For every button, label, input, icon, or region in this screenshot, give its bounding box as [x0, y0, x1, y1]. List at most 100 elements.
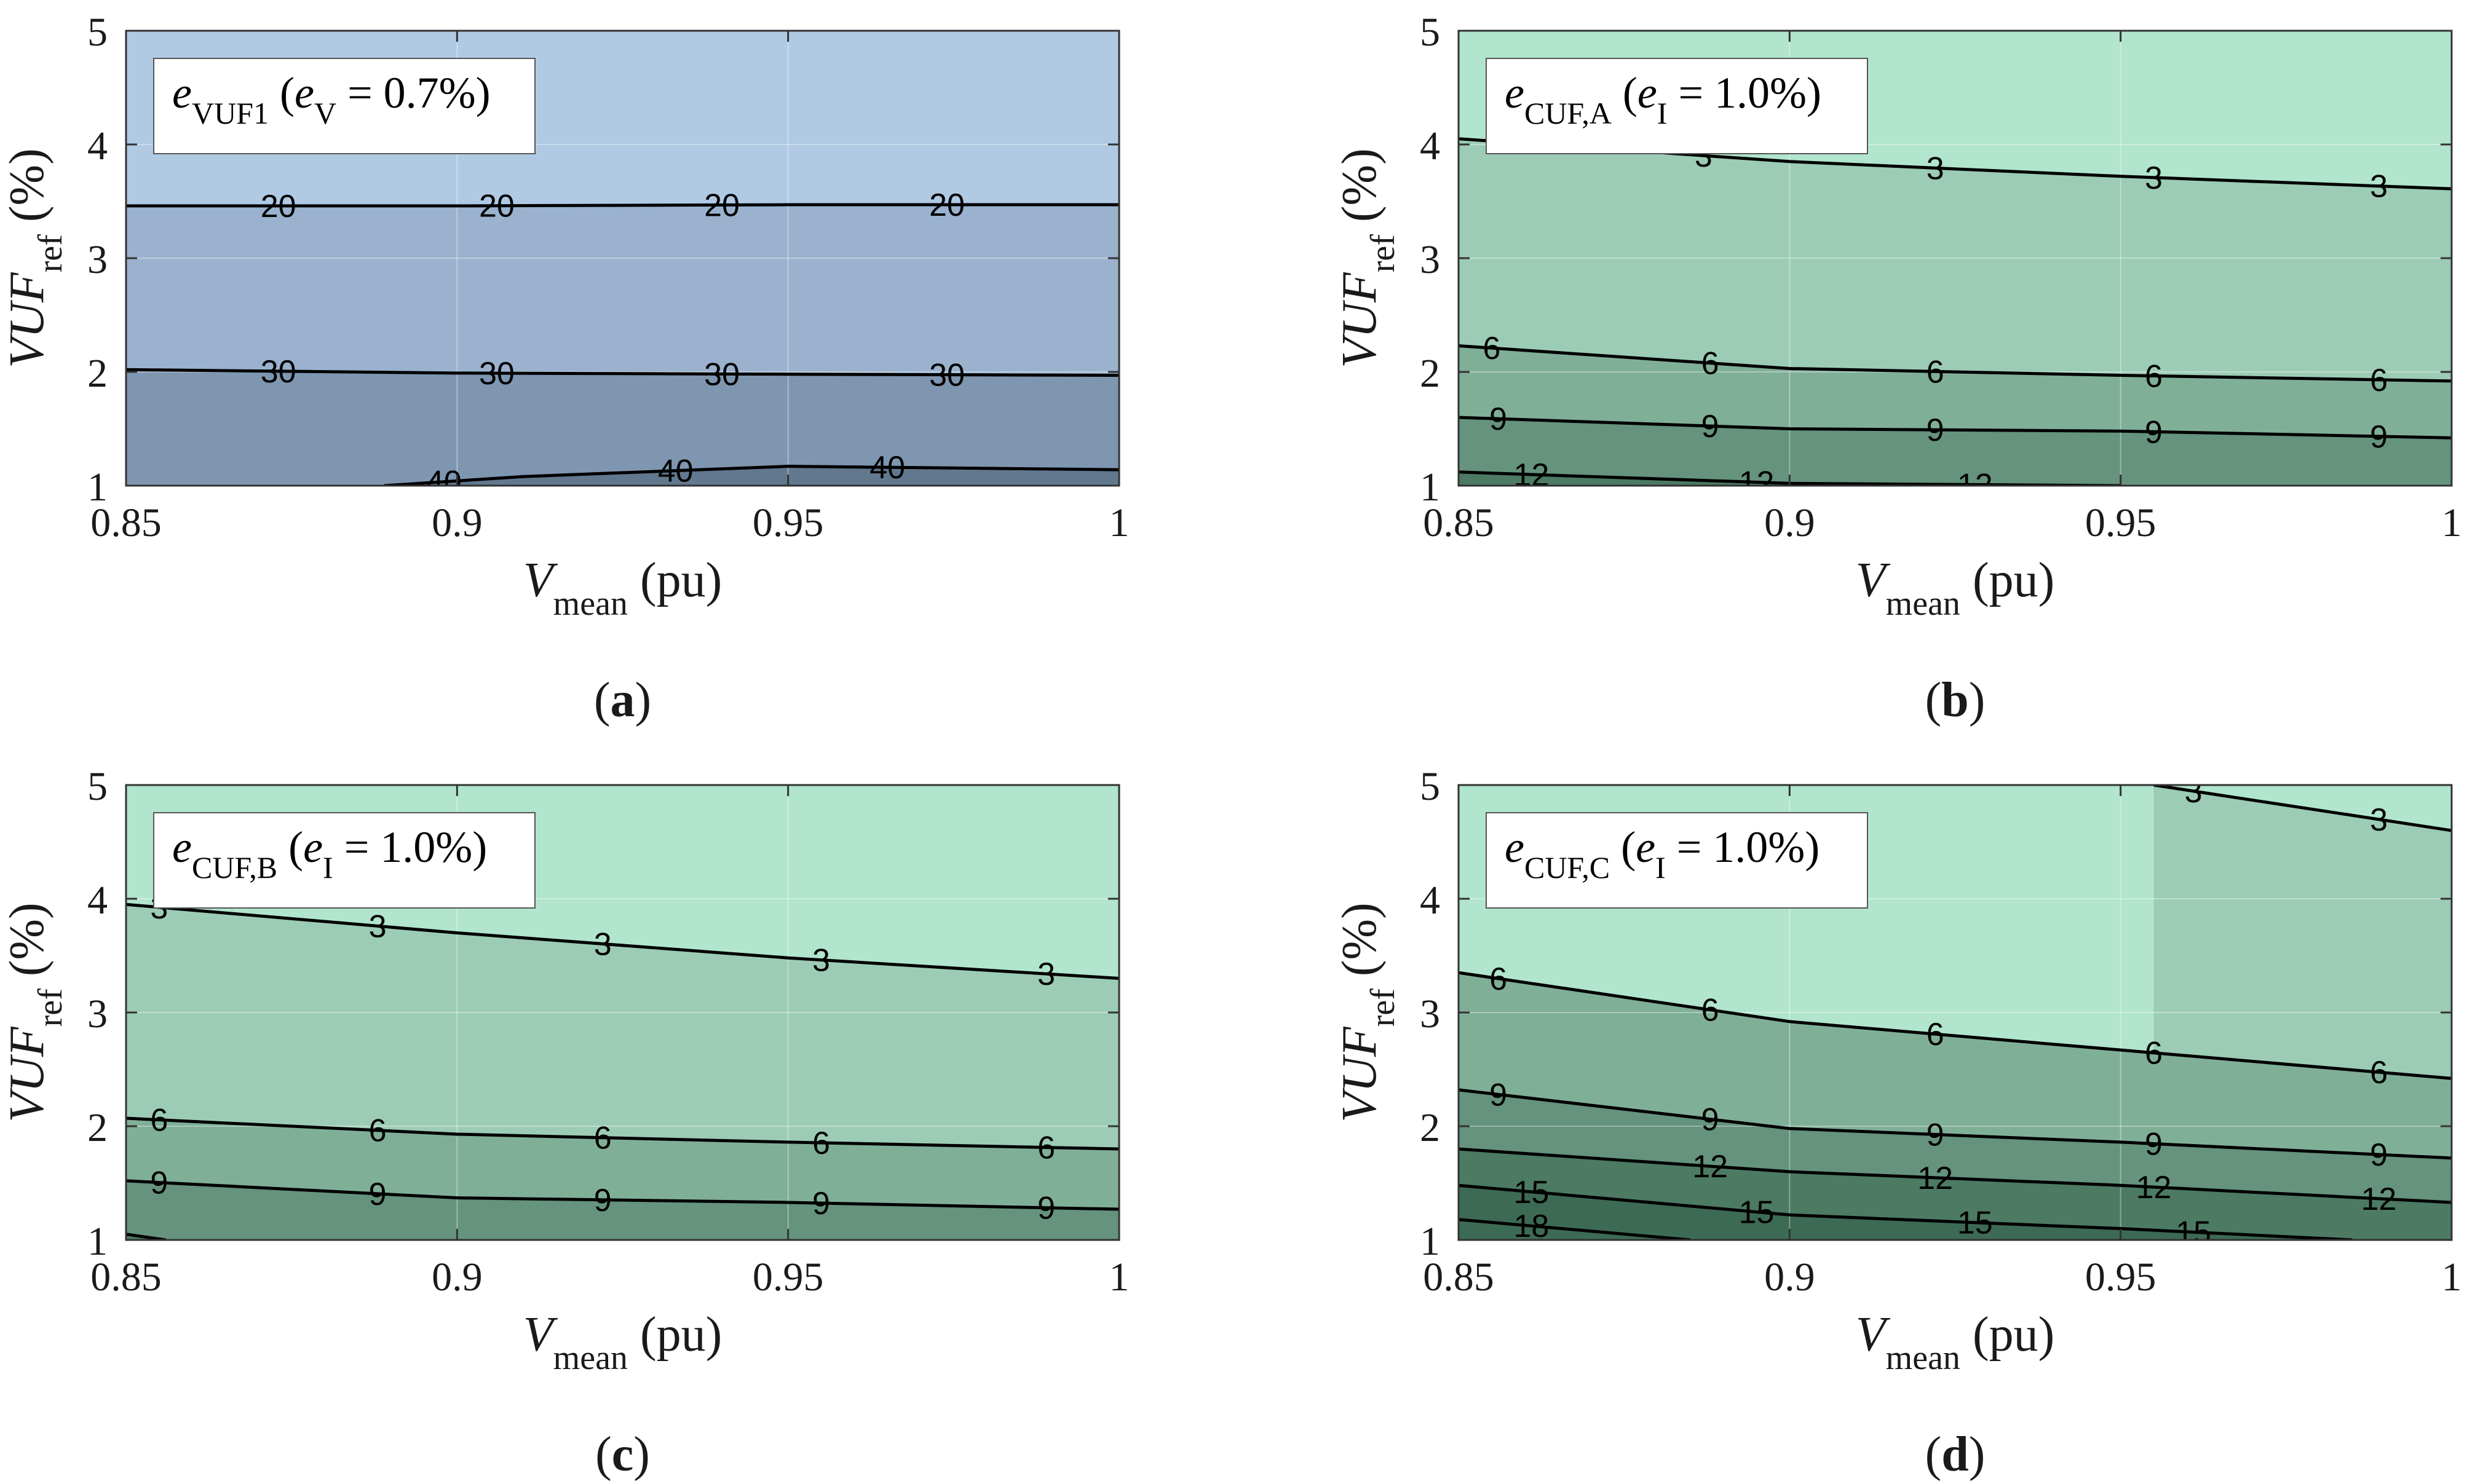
- contour-label: 6: [812, 1126, 830, 1161]
- plot-area: 20 20 20 20 30 30 30 30 40 40 40: [126, 31, 1119, 500]
- y-tick-label: 3: [1420, 992, 1440, 1036]
- contour-label: 18: [1514, 1209, 1550, 1244]
- panel-label: (c): [595, 1427, 650, 1482]
- x-tick-label: 0.9: [1764, 1255, 1815, 1300]
- contour-label: 12: [1957, 467, 1993, 503]
- y-tick-label: 3: [87, 237, 108, 282]
- contour-label: 20: [479, 189, 515, 224]
- y-axis-label: VUFref (%): [1332, 148, 1402, 368]
- x-tick-label: 0.85: [1423, 1255, 1494, 1300]
- legend-label: eCUF,B (eI = 1.0%): [172, 823, 487, 885]
- contour-label: 40: [869, 450, 905, 486]
- y-tick-label: 4: [87, 878, 108, 923]
- contour-label: 9: [2145, 1126, 2163, 1162]
- y-tick-label: 5: [87, 10, 108, 55]
- contour-label: 6: [2145, 1036, 2163, 1072]
- y-tick-label: 4: [1420, 124, 1440, 168]
- contour-band: [126, 1180, 1119, 1240]
- contour-label: 20: [261, 189, 296, 224]
- legend-label: eCUF,A (eI = 1.0%): [1505, 68, 1821, 130]
- y-tick-label: 4: [1420, 878, 1440, 923]
- panel-label: (d): [1925, 1427, 1986, 1482]
- contour-label: 3: [2370, 802, 2388, 838]
- contour-label: 20: [704, 187, 740, 223]
- contour-label: 9: [1489, 1077, 1507, 1113]
- contour-label: 9: [2370, 1137, 2388, 1173]
- contour-label: 30: [704, 357, 740, 392]
- y-axis-label: VUFref (%): [0, 148, 69, 368]
- contour-label: 12: [1692, 1149, 1728, 1185]
- contour-label: 9: [812, 1186, 830, 1222]
- contour-label: 6: [150, 1103, 168, 1139]
- contour-line: [1459, 1147, 2452, 1204]
- x-tick-label: 0.85: [90, 500, 162, 545]
- x-tick-label: 0.9: [432, 500, 483, 545]
- contour-label: 3: [2370, 169, 2388, 205]
- contour-label: 15: [1739, 1194, 1775, 1230]
- contour-label: 30: [479, 356, 515, 392]
- contour-label: 3: [1037, 957, 1055, 992]
- contour-label: 6: [1037, 1131, 1055, 1166]
- legend-label: eVUF1 (eV = 0.7%): [172, 68, 491, 130]
- contour-label: 3: [594, 926, 612, 962]
- legend: eCUF,C (eI = 1.0%): [1486, 812, 1868, 909]
- y-tick-label: 4: [87, 124, 108, 168]
- x-tick-label: 0.95: [2085, 1255, 2156, 1300]
- y-tick-label: 3: [1420, 237, 1440, 282]
- x-tick-label: 0.95: [2085, 500, 2156, 545]
- legend-box: [1486, 58, 1868, 154]
- contour-label: 6: [1489, 961, 1507, 997]
- x-tick-label: 1: [1109, 1255, 1130, 1300]
- contour-label: 9: [1926, 412, 1944, 448]
- x-tick-label: 1: [2442, 1255, 2462, 1300]
- x-tick-label: 0.9: [432, 1255, 483, 1300]
- x-axis-label: Vmean (pu): [1856, 1308, 2054, 1377]
- contour-label: 3: [812, 943, 830, 979]
- contour-line: [384, 465, 1119, 486]
- contour-label: 40: [426, 465, 462, 500]
- contour-label: 6: [594, 1121, 612, 1156]
- contour-band: [384, 466, 1119, 486]
- contour-line: [1459, 971, 2452, 1080]
- x-tick-label: 0.85: [90, 1255, 162, 1300]
- y-axis-label: VUFref (%): [1332, 902, 1402, 1123]
- contour-label: 9: [1701, 409, 1719, 444]
- y-tick-label: 5: [1420, 764, 1440, 809]
- contour-band: [1459, 417, 2452, 486]
- y-tick-label: 2: [1420, 1105, 1440, 1150]
- chart-panel: 3 3 3 36 6 6 6 69 9 9 9 912 12 120.85 0.9 0.95 112345Vme…: [1332, 10, 2462, 727]
- contour-line: [126, 1179, 1119, 1211]
- contour-label: 6: [1926, 1017, 1944, 1052]
- contour-label: 6: [369, 1113, 387, 1149]
- x-tick-label: 0.95: [753, 500, 824, 545]
- y-tick-label: 2: [87, 351, 108, 396]
- legend: eVUF1 (eV = 0.7%): [153, 58, 536, 154]
- contour-label: 12: [1514, 457, 1550, 493]
- contour-label: 12: [2136, 1170, 2172, 1206]
- contour-label: 9: [2370, 419, 2388, 455]
- y-tick-label: 3: [87, 992, 108, 1036]
- contour-label: 9: [1489, 401, 1507, 437]
- y-tick-label: 1: [87, 1219, 108, 1264]
- contour-label: 3: [369, 909, 387, 944]
- contour-label: 3: [1926, 151, 1944, 186]
- contour-label: 6: [1926, 354, 1944, 390]
- contour-label: 6: [2370, 1055, 2388, 1091]
- contour-label: 6: [1701, 346, 1719, 382]
- contour-line: [126, 368, 1119, 377]
- contour-label: 9: [369, 1177, 387, 1212]
- contour-label: 6: [2145, 358, 2163, 394]
- legend: eCUF,A (eI = 1.0%): [1486, 58, 1868, 154]
- legend-label: eCUF,C (eI = 1.0%): [1505, 823, 1820, 885]
- legend-box: [153, 58, 536, 154]
- contour-line: [126, 902, 1119, 980]
- contour-label: 6: [2370, 363, 2388, 398]
- y-tick-label: 1: [87, 465, 108, 510]
- contour-label: 6: [1483, 331, 1500, 366]
- contour-label: 12: [1917, 1161, 1953, 1196]
- contour-line: [1459, 344, 2452, 383]
- contour-band: [1459, 1185, 2353, 1240]
- x-tick-label: 0.9: [1764, 500, 1815, 545]
- contour-label: 20: [929, 187, 965, 223]
